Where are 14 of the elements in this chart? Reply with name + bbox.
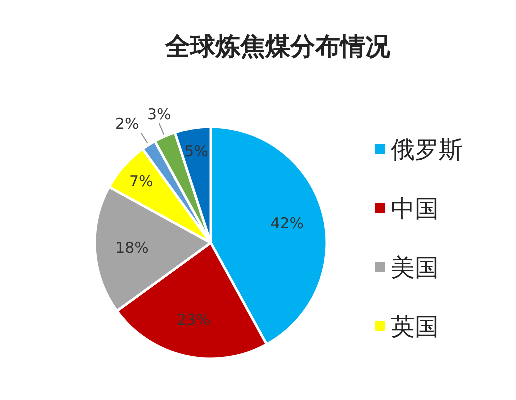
legend-label: 英国 bbox=[391, 313, 439, 341]
legend-label: 美国 bbox=[391, 254, 439, 282]
data-label: 18% bbox=[116, 238, 149, 257]
chart-title: 全球炼焦煤分布情况 bbox=[164, 32, 392, 61]
pie-slice bbox=[210, 126, 328, 346]
data-label: 3% bbox=[147, 106, 172, 124]
data-label: 2% bbox=[115, 115, 140, 134]
pie-slice bbox=[174, 126, 212, 244]
legend-label: 俄罗斯 bbox=[391, 136, 463, 164]
legend-label: 中国 bbox=[391, 195, 439, 223]
data-label: 23% bbox=[177, 310, 210, 329]
data-label: 42% bbox=[270, 214, 304, 232]
data-label: 7% bbox=[129, 172, 154, 191]
data-label: 5% bbox=[184, 142, 208, 160]
